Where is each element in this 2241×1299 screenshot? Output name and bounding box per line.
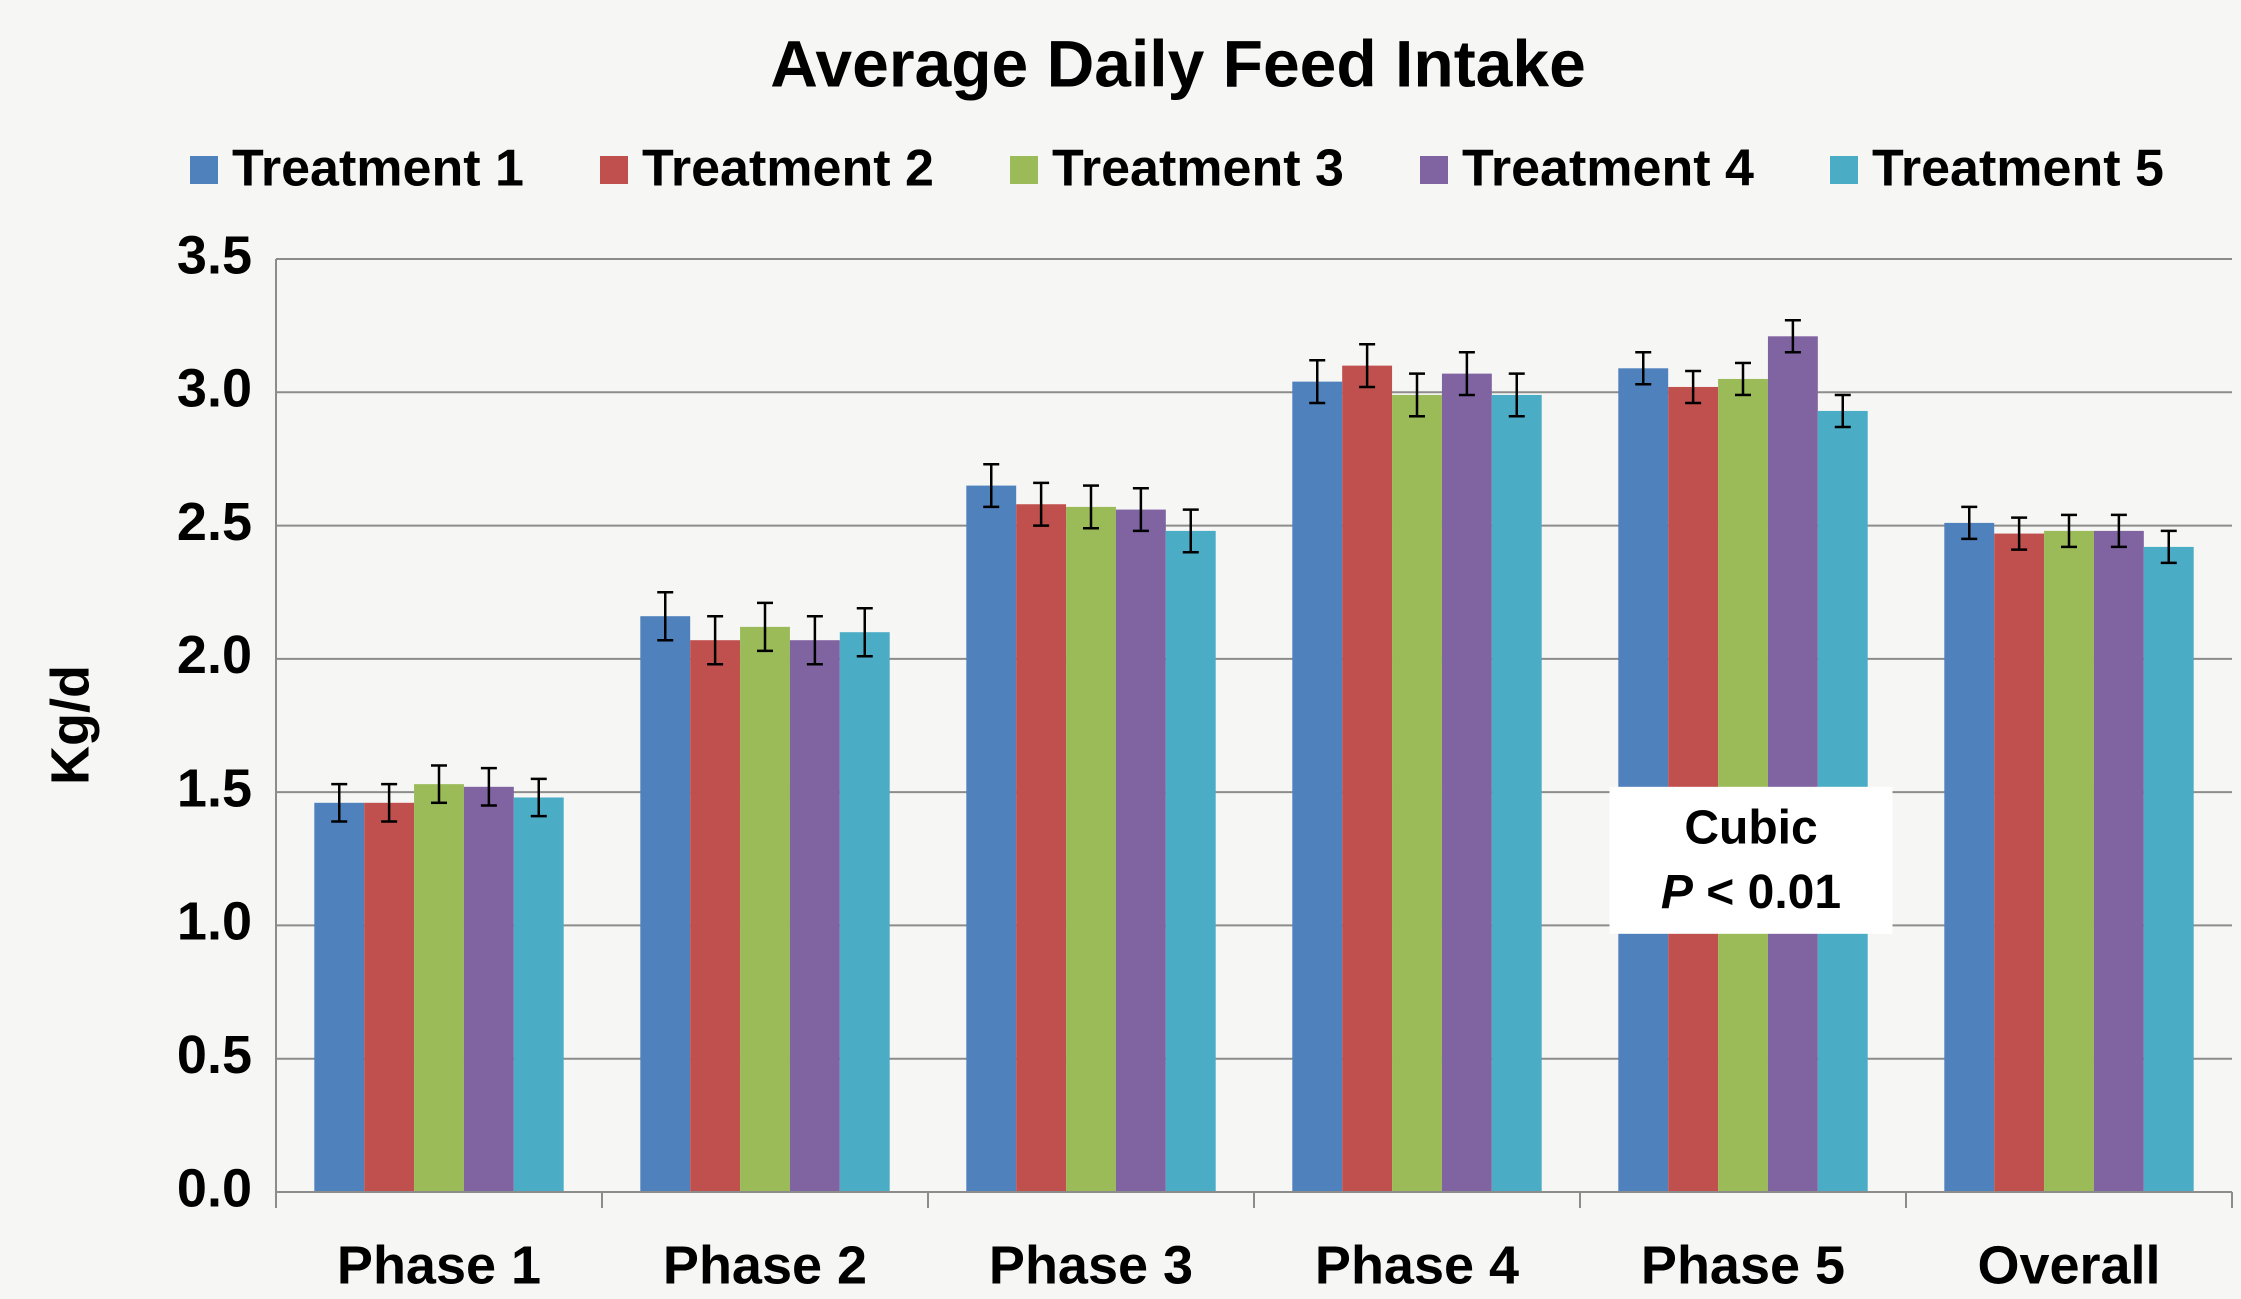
y-tick-label: 1.5	[177, 758, 252, 818]
legend-swatch	[190, 156, 218, 184]
error-bar	[1635, 351, 1652, 386]
bar	[1994, 533, 2045, 1192]
annotation-text: P < 0.01	[1661, 865, 1841, 918]
x-tick-label: Overall	[1977, 1235, 2160, 1295]
error-bar	[707, 614, 724, 666]
x-tick-label: Phase 2	[663, 1235, 867, 1295]
y-tick-label: 0.5	[177, 1025, 252, 1085]
error-bar	[1508, 372, 1525, 418]
y-tick-label: 2.0	[177, 625, 252, 685]
bar	[740, 626, 790, 1192]
bar	[2143, 546, 2194, 1192]
error-bar	[1961, 505, 1978, 541]
bar	[1718, 378, 1768, 1192]
error-bar	[1033, 481, 1050, 527]
error-bar	[1458, 351, 1475, 397]
bar	[1292, 381, 1343, 1192]
error-bar	[1182, 508, 1199, 554]
bar	[1491, 394, 1542, 1192]
x-tick-label: Phase 1	[337, 1235, 541, 1295]
error-bar	[856, 606, 873, 658]
error-bar	[2011, 516, 2028, 551]
bar	[1944, 522, 1995, 1192]
error-bar	[431, 764, 447, 805]
y-tick-label: 2.5	[177, 492, 252, 552]
error-bar	[657, 590, 674, 642]
y-tick-label: 3.0	[177, 359, 252, 419]
error-bar	[1409, 372, 1425, 418]
bar	[1441, 373, 1492, 1192]
bar	[839, 632, 890, 1192]
error-bar	[806, 614, 823, 666]
error-bar	[1685, 369, 1702, 405]
error-bar	[983, 463, 1000, 509]
y-tick-label: 3.5	[177, 225, 252, 285]
chart-title: Average Daily Feed Intake	[770, 26, 1586, 100]
error-bar	[480, 766, 497, 807]
error-bar	[381, 782, 398, 823]
error-bar	[331, 782, 348, 823]
bar	[414, 784, 464, 1192]
y-axis-label: Kg/d	[40, 665, 100, 785]
error-bar	[1834, 393, 1851, 429]
y-tick-label: 0.0	[177, 1158, 252, 1218]
x-tick-label: Phase 4	[1315, 1235, 1519, 1295]
legend-label: Treatment 5	[1872, 140, 2164, 198]
legend-label: Treatment 4	[1462, 140, 1754, 198]
error-bar	[1309, 359, 1326, 405]
legend-swatch	[1830, 156, 1858, 184]
error-bar	[2110, 513, 2127, 549]
bar	[966, 485, 1017, 1193]
bar	[640, 616, 691, 1192]
error-bar	[757, 601, 773, 653]
annotation-italic: P	[1661, 865, 1694, 918]
bar	[1392, 394, 1442, 1192]
error-bar	[1132, 487, 1149, 533]
bar	[463, 786, 514, 1192]
legend-label: Treatment 2	[642, 140, 934, 198]
bar	[1016, 504, 1067, 1192]
legend-label: Treatment 3	[1052, 140, 1344, 198]
annotation-rest: < 0.01	[1706, 865, 1841, 918]
bar	[2044, 530, 2094, 1192]
bar	[2093, 530, 2144, 1192]
bar	[1066, 506, 1116, 1192]
bar	[1767, 336, 1818, 1192]
x-tick-label: Phase 5	[1641, 1235, 1845, 1295]
bar	[314, 802, 365, 1192]
error-bar	[1359, 343, 1376, 389]
y-tick-label: 1.0	[177, 892, 252, 952]
x-tick-label: Phase 3	[989, 1235, 1193, 1295]
legend-swatch	[1420, 156, 1448, 184]
bar	[789, 640, 840, 1192]
bar	[513, 797, 564, 1192]
bar	[1165, 530, 1216, 1192]
error-bar	[2061, 513, 2077, 549]
error-bar	[530, 777, 547, 818]
bar	[1618, 368, 1669, 1192]
error-bar	[1784, 319, 1801, 354]
legend-label: Treatment 1	[232, 140, 524, 198]
error-bar	[1735, 361, 1751, 397]
annotation-box	[1609, 786, 1893, 934]
legend-swatch	[600, 156, 628, 184]
legend-swatch	[1010, 156, 1038, 184]
error-bar	[2160, 529, 2177, 565]
annotation-text: Cubic	[1684, 801, 1817, 854]
bar	[364, 802, 415, 1192]
error-bar	[1083, 484, 1099, 530]
bar	[1115, 509, 1166, 1192]
bar	[1342, 365, 1393, 1193]
bar	[690, 640, 741, 1192]
